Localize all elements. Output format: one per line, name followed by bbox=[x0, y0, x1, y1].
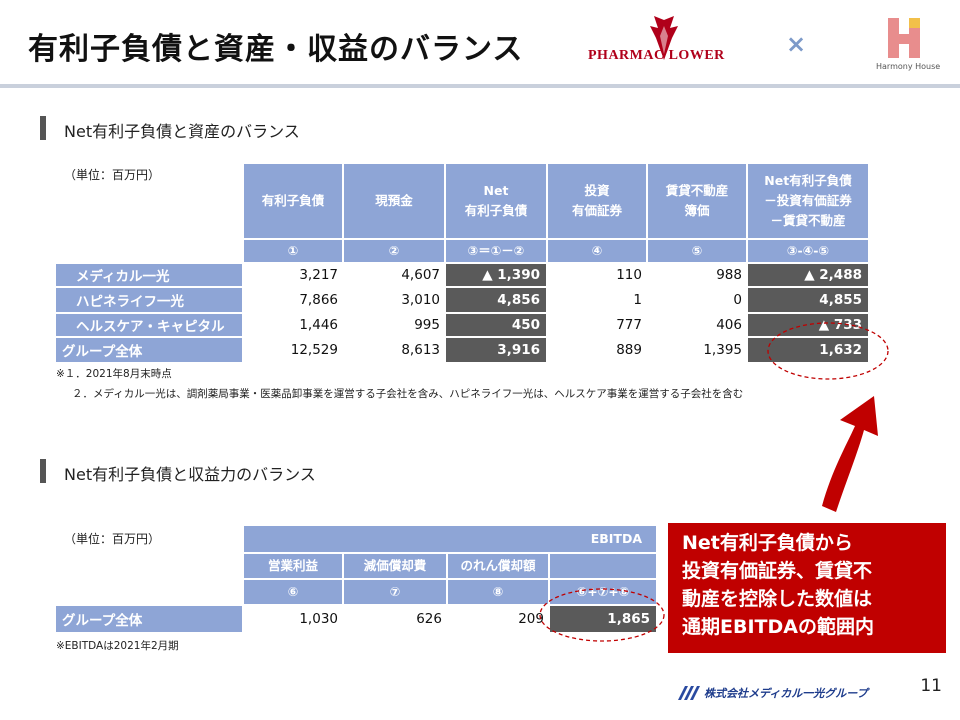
section2-unit: （単位：百万円） bbox=[64, 532, 161, 546]
section2-marker bbox=[40, 459, 46, 483]
section1-title: Net有利子負債と資産のバランス bbox=[64, 122, 300, 141]
table1-cell: 4,607 bbox=[401, 267, 440, 283]
table2-key-6: ⑥ bbox=[244, 580, 342, 604]
table1-key-2: ② bbox=[344, 240, 444, 262]
table1-cell-adjusted: 4,855 bbox=[748, 288, 868, 312]
harmony-house-logo: Harmony House bbox=[876, 14, 940, 76]
table2-row-label-group: グループ全体 bbox=[56, 606, 242, 632]
section1-marker bbox=[40, 116, 46, 140]
page-number: 11 bbox=[920, 676, 942, 696]
callout-line: Net有利子負債から bbox=[682, 532, 853, 554]
table1-header-investment-securities: 投資 有価証券 bbox=[548, 164, 646, 238]
table2-cell: 209 bbox=[518, 611, 544, 627]
flower-icon bbox=[650, 16, 678, 60]
header-rule bbox=[0, 84, 960, 88]
table1-cell: 889 bbox=[616, 342, 642, 358]
callout-line: 投資有価証券、賃貸不 bbox=[682, 560, 873, 582]
harmony-house-icon bbox=[888, 18, 920, 58]
table1-cell-net-debt: 4,856 bbox=[446, 288, 546, 312]
table1-cell-net-debt: 3,916 bbox=[446, 338, 546, 362]
table1-cell: 8,613 bbox=[401, 342, 440, 358]
pharmaflower-logo: PHARMAC LOWER bbox=[584, 14, 744, 74]
table1-cell: 995 bbox=[414, 317, 440, 333]
harmony-house-caption: Harmony House bbox=[876, 62, 941, 71]
table1-cell-adjusted: ▲ 733 bbox=[748, 314, 868, 336]
table2-key-8: ⑧ bbox=[448, 580, 548, 604]
table1-cell: 777 bbox=[616, 317, 642, 333]
table2-cell-ebitda: 1,865 bbox=[550, 606, 656, 632]
section1-unit: （単位：百万円） bbox=[64, 168, 161, 182]
table1-cell: 12,529 bbox=[290, 342, 338, 358]
table1-cell: 0 bbox=[733, 292, 742, 308]
table2-note: ※EBITDAは2021年2月期 bbox=[56, 640, 179, 652]
times-symbol: × bbox=[786, 30, 807, 58]
table2-header-ebitda-fill bbox=[550, 554, 656, 578]
table1-cell-adjusted-group: 1,632 bbox=[748, 338, 868, 362]
table1-cell: 1 bbox=[633, 292, 642, 308]
table1-cell: 3,217 bbox=[299, 267, 338, 283]
table2-cell: 1,030 bbox=[299, 611, 338, 627]
conclusion-callout: Net有利子負債から 投資有価証券、賃貸不 動産を控除した数値は 通期EBITD… bbox=[668, 523, 946, 653]
callout-line: 動産を控除した数値は bbox=[682, 588, 873, 610]
table1-header-cash: 現預金 bbox=[344, 164, 444, 238]
table1-cell-net-debt: ▲ 1,390 bbox=[446, 264, 546, 286]
arrow-up-icon bbox=[822, 396, 878, 512]
table2-cell: 626 bbox=[416, 611, 442, 627]
table1-cell: 988 bbox=[716, 267, 742, 283]
table2-header-operating-income: 営業利益 bbox=[244, 554, 342, 578]
table1-cell: 7,866 bbox=[299, 292, 338, 308]
footer-company-name: 株式会社メディカル一光グループ bbox=[704, 687, 868, 700]
table1-cell: 1,446 bbox=[299, 317, 338, 333]
company-mark-icon bbox=[678, 686, 700, 700]
table1-row-label-healthcare-capital: ヘルスケア・キャピタル bbox=[56, 314, 242, 336]
table1-cell: 110 bbox=[616, 267, 642, 283]
table2-header-ebitda: EBITDA bbox=[244, 526, 656, 552]
table2-key-ebitda: ⑥+⑦+⑧ bbox=[550, 580, 656, 604]
footer-company-logo: 株式会社メディカル一光グループ bbox=[678, 682, 898, 704]
table1-key-3: ③＝①－② bbox=[446, 240, 546, 262]
section2-title: Net有利子負債と収益力のバランス bbox=[64, 465, 316, 484]
table2-header-goodwill-amortization: のれん償却額 bbox=[448, 554, 548, 578]
pharmaflower-wordmark: PHARMAC LOWER bbox=[588, 48, 725, 63]
table1-cell: 406 bbox=[716, 317, 742, 333]
table1-header-interest-bearing-debt: 有利子負債 bbox=[244, 164, 342, 238]
table1-cell: 1,395 bbox=[703, 342, 742, 358]
callout-line: 通期EBITDAの範囲内 bbox=[682, 616, 874, 638]
table1-header-rental-property: 賃貸不動産 簿価 bbox=[648, 164, 746, 238]
table1-note-1: ※１．2021年8月末時点 bbox=[56, 368, 172, 380]
table1-cell: 3,010 bbox=[401, 292, 440, 308]
table1-key-6: ③-④-⑤ bbox=[748, 240, 868, 262]
table1-key-4: ④ bbox=[548, 240, 646, 262]
table1-row-label-happiness-life: ハピネライフ一光 bbox=[56, 288, 242, 312]
page-title: 有利子負債と資産・収益のバランス bbox=[28, 32, 524, 67]
table1-cell-net-debt: 450 bbox=[446, 314, 546, 336]
table1-key-5: ⑤ bbox=[648, 240, 746, 262]
table1-cell-adjusted: ▲ 2,488 bbox=[748, 264, 868, 286]
table1-header-adjusted-net-debt: Net有利子負債 －投資有価証券 －賃貸不動産 bbox=[748, 164, 868, 238]
table1-row-label-medical: メディカル一光 bbox=[56, 264, 242, 286]
table2-header-depreciation: 減価償却費 bbox=[344, 554, 446, 578]
table1-header-net-debt: Net 有利子負債 bbox=[446, 164, 546, 238]
table1-note-2: ２．メディカル一光は、調剤薬局事業・医薬品卸事業を運営する子会社を含み、ハピネラ… bbox=[72, 388, 744, 400]
table1-key-1: ① bbox=[244, 240, 342, 262]
table2-key-7: ⑦ bbox=[344, 580, 446, 604]
table1-row-label-group: グループ全体 bbox=[56, 338, 242, 362]
